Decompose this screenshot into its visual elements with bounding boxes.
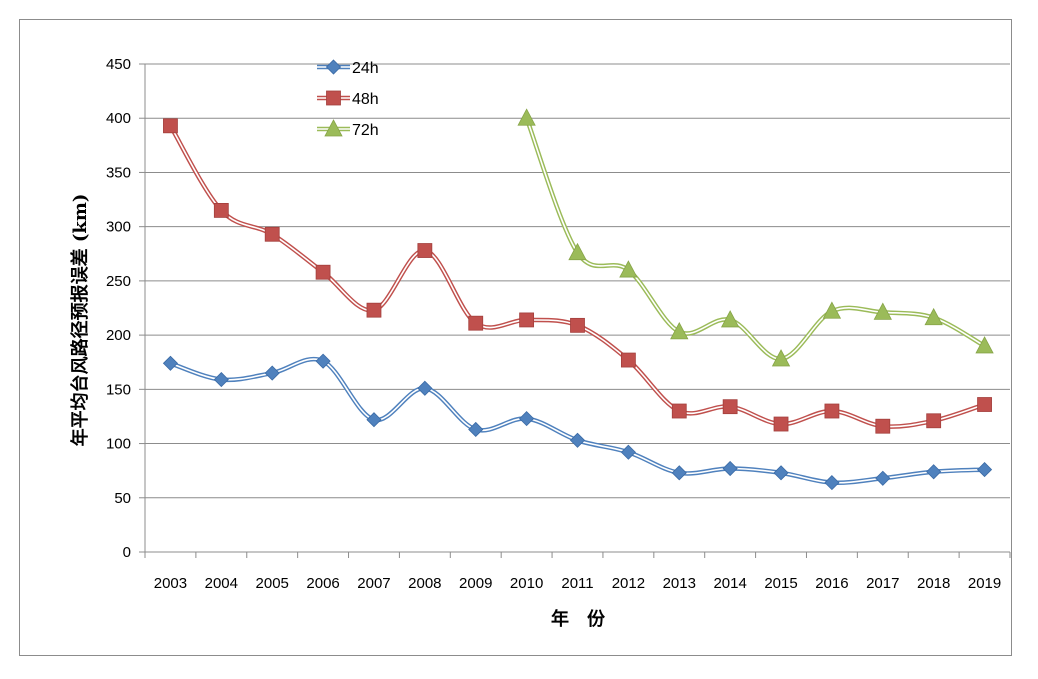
y-tick-label: 100: [106, 436, 131, 453]
data-point-48h: [366, 302, 382, 318]
y-tick-label: 450: [106, 56, 131, 73]
x-tick-label: 2009: [459, 575, 492, 592]
data-point-48h: [773, 416, 789, 432]
data-point-48h: [620, 352, 636, 368]
x-tick-label: 2007: [357, 575, 390, 592]
chart-frame: 0 50 100 150 200 250 300 350 400 450 2003 2004 2005 2…: [19, 19, 1012, 656]
data-point-24h: [671, 465, 687, 481]
axes: 0 50 100 150 200 250 300 350 400 450 2003 2004 2005 2…: [106, 56, 1011, 592]
x-tick-label: 2011: [561, 575, 593, 592]
y-tick-label: 250: [106, 273, 131, 290]
data-point-48h: [722, 399, 738, 415]
legend-marker-72h: [324, 119, 343, 137]
data-point-72h: [619, 260, 638, 278]
data-point-48h: [977, 397, 992, 412]
x-tick-label: 2008: [408, 575, 441, 592]
series-72h: [517, 108, 994, 367]
data-point-48h: [570, 317, 585, 333]
series-line-core-72h: [525, 117, 985, 360]
data-point-48h: [213, 202, 229, 218]
x-tick-label: 2005: [256, 575, 289, 592]
data-point-72h: [924, 307, 943, 326]
data-point-24h: [417, 380, 433, 396]
x-tick-label: 2012: [612, 575, 645, 592]
legend-label: 48h: [352, 91, 379, 108]
series-line-72h: [524, 117, 986, 362]
y-axis-title: 年平均台风路径预报误差 (km): [69, 194, 91, 447]
series-group: [162, 108, 994, 491]
data-point-48h: [875, 418, 891, 434]
data-point-24h: [213, 372, 229, 388]
x-tick-label: 2019: [968, 575, 1001, 592]
data-point-24h: [824, 475, 840, 491]
x-tick-label: 2016: [815, 575, 848, 592]
x-tick-label: 2010: [510, 575, 543, 592]
legend-item-48h: 48h: [317, 90, 379, 108]
data-point-72h: [517, 108, 536, 126]
y-tick-label: 50: [114, 490, 131, 507]
data-point-72h: [873, 302, 892, 320]
legend: 24h 48h 72h: [317, 59, 379, 139]
data-point-72h: [975, 336, 994, 354]
data-point-48h: [163, 118, 178, 134]
legend-item-24h: 24h: [317, 59, 379, 77]
data-point-24h: [519, 411, 535, 427]
legend-label: 24h: [352, 60, 379, 77]
gridlines: [145, 63, 1010, 499]
data-point-24h: [468, 421, 484, 438]
series-line-core-24h: [170, 358, 985, 484]
series-line-core-48h: [169, 125, 985, 428]
y-tick-label: 150: [106, 381, 131, 398]
y-tick-label: 350: [106, 164, 131, 181]
line-chart: 0 50 100 150 200 250 300 350 400 450 2003 2004 2005 2…: [69, 56, 1011, 630]
data-point-24h: [722, 460, 738, 477]
x-tick-label: 2003: [154, 575, 187, 592]
data-point-24h: [569, 432, 586, 448]
x-tick-label: 2018: [917, 575, 950, 592]
series-48h: [163, 118, 992, 434]
data-point-48h: [519, 312, 535, 328]
x-tick-label: 2015: [764, 575, 797, 592]
x-tick-label: 2014: [713, 575, 746, 592]
x-axis-title: 年 份: [551, 608, 606, 630]
x-tick-label: 2013: [663, 575, 696, 592]
data-point-48h: [824, 403, 840, 419]
data-point-72h: [568, 242, 587, 261]
legend-marker-24h: [325, 59, 342, 75]
x-tick-label: 2004: [205, 575, 238, 592]
data-point-24h: [926, 464, 942, 480]
y-tick-label: 300: [106, 219, 131, 236]
legend-item-72h: 72h: [317, 119, 379, 139]
data-point-72h: [670, 322, 689, 340]
series-24h: [162, 353, 993, 491]
data-point-48h: [264, 226, 280, 242]
legend-label: 72h: [352, 122, 379, 139]
x-tick-label: 2006: [306, 575, 339, 592]
data-point-24h: [976, 462, 993, 478]
data-point-24h: [162, 355, 179, 371]
series-line-48h: [168, 124, 986, 429]
data-point-48h: [926, 413, 942, 429]
data-point-24h: [366, 412, 382, 428]
data-point-72h: [771, 349, 791, 367]
x-tick-label: 2017: [866, 575, 899, 592]
data-point-24h: [875, 470, 891, 486]
data-point-72h: [720, 310, 740, 328]
y-tick-label: 200: [106, 327, 131, 344]
data-point-48h: [468, 315, 484, 331]
legend-marker-48h: [326, 90, 341, 106]
data-point-24h: [315, 353, 331, 369]
y-tick-label: 0: [123, 544, 131, 561]
data-point-24h: [264, 365, 280, 381]
data-point-48h: [315, 264, 331, 280]
data-point-24h: [620, 444, 636, 460]
data-point-24h: [773, 465, 789, 481]
data-point-48h: [671, 403, 687, 419]
data-point-72h: [822, 301, 842, 319]
y-tick-label: 400: [106, 110, 131, 127]
data-point-48h: [417, 243, 433, 258]
